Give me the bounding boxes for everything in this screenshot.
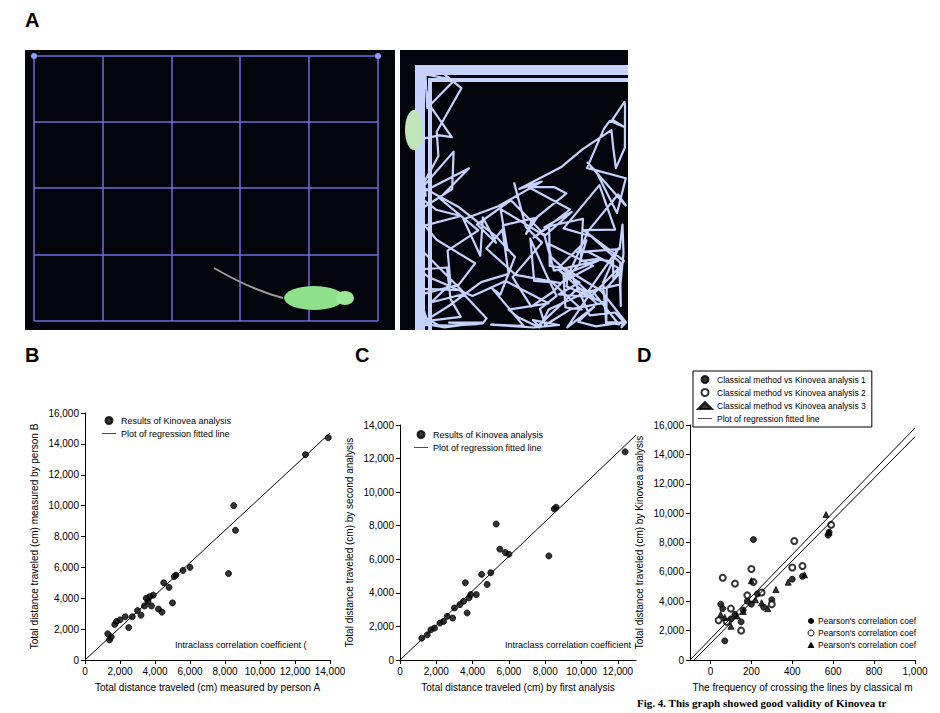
svg-text:14,000: 14,000 bbox=[363, 420, 394, 431]
svg-text:400: 400 bbox=[784, 666, 801, 677]
svg-text:D: D bbox=[637, 344, 651, 366]
svg-text:The frequency of crossing the: The frequency of crossing the lines by c… bbox=[692, 682, 912, 693]
svg-text:4,000: 4,000 bbox=[659, 596, 684, 607]
svg-text:800: 800 bbox=[866, 666, 883, 677]
svg-text:6,000: 6,000 bbox=[54, 562, 79, 573]
svg-text:10,000: 10,000 bbox=[566, 666, 597, 677]
svg-text:Classical method vs Kinovea an: Classical method vs Kinovea analysis 2 bbox=[717, 388, 866, 398]
svg-text:Total distance traveled (cm) b: Total distance traveled (cm) by first an… bbox=[421, 682, 614, 693]
svg-text:Pearson's correlation coef: Pearson's correlation coef bbox=[818, 640, 917, 650]
svg-text:10,000: 10,000 bbox=[48, 500, 79, 511]
svg-text:8,000: 8,000 bbox=[369, 520, 394, 531]
svg-text:14,000: 14,000 bbox=[315, 666, 346, 677]
svg-text:Pearson's correlation coef: Pearson's correlation coef bbox=[818, 628, 917, 638]
svg-text:0: 0 bbox=[73, 655, 79, 666]
svg-text:6,000: 6,000 bbox=[659, 566, 684, 577]
svg-text:Classical method vs Kinovea an: Classical method vs Kinovea analysis 3 bbox=[717, 401, 866, 411]
svg-text:Fig. 4. This graph showed good: Fig. 4. This graph showed good validity … bbox=[637, 697, 887, 709]
svg-text:1,000: 1,000 bbox=[902, 666, 927, 677]
svg-text:4,000: 4,000 bbox=[369, 587, 394, 598]
svg-text:Total distance traveled (cm) m: Total distance traveled (cm) measured by… bbox=[29, 423, 40, 649]
svg-text:8,000: 8,000 bbox=[533, 666, 558, 677]
svg-text:16,000: 16,000 bbox=[653, 420, 684, 431]
svg-text:6,000: 6,000 bbox=[496, 666, 521, 677]
svg-text:Total distance traveled (cm) b: Total distance traveled (cm) by Kinovea … bbox=[634, 436, 645, 649]
svg-text:14,000: 14,000 bbox=[653, 449, 684, 460]
svg-text:2,000: 2,000 bbox=[659, 625, 684, 636]
svg-text:6,000: 6,000 bbox=[369, 554, 394, 565]
svg-text:12,000: 12,000 bbox=[48, 469, 79, 480]
svg-text:2,000: 2,000 bbox=[107, 666, 132, 677]
svg-text:8,000: 8,000 bbox=[212, 666, 237, 677]
svg-text:0: 0 bbox=[82, 666, 88, 677]
svg-text:0: 0 bbox=[388, 655, 394, 666]
svg-text:C: C bbox=[355, 344, 369, 366]
svg-text:2,000: 2,000 bbox=[54, 624, 79, 635]
svg-text:12,000: 12,000 bbox=[363, 453, 394, 464]
svg-text:Pearson's correlation coef: Pearson's correlation coef bbox=[818, 616, 917, 626]
svg-text:12,000: 12,000 bbox=[603, 666, 634, 677]
svg-text:Results of Kinovea analysis: Results of Kinovea analysis bbox=[121, 416, 232, 426]
svg-text:4,000: 4,000 bbox=[460, 666, 485, 677]
svg-text:Intraclass correlation coeffic: Intraclass correlation coefficient ( bbox=[175, 640, 306, 650]
svg-text:12,000: 12,000 bbox=[280, 666, 311, 677]
svg-text:Plot of regression fitted line: Plot of regression fitted line bbox=[433, 443, 542, 453]
svg-text:8,000: 8,000 bbox=[659, 537, 684, 548]
svg-text:12,000: 12,000 bbox=[653, 478, 684, 489]
svg-text:0: 0 bbox=[708, 666, 714, 677]
svg-text:4,000: 4,000 bbox=[142, 666, 167, 677]
svg-text:2,000: 2,000 bbox=[424, 666, 449, 677]
svg-text:2,000: 2,000 bbox=[369, 621, 394, 632]
svg-text:200: 200 bbox=[743, 666, 760, 677]
svg-text:10,000: 10,000 bbox=[245, 666, 276, 677]
svg-text:Classical method vs Kinovea an: Classical method vs Kinovea analysis 1 bbox=[717, 375, 866, 385]
svg-text:600: 600 bbox=[825, 666, 842, 677]
svg-text:14,000: 14,000 bbox=[48, 438, 79, 449]
svg-text:Results of Kinovea analysis: Results of Kinovea analysis bbox=[433, 430, 544, 440]
svg-text:0: 0 bbox=[397, 666, 403, 677]
svg-text:Total distance traveled (cm) m: Total distance traveled (cm) measured by… bbox=[95, 682, 320, 693]
svg-text:B: B bbox=[25, 344, 39, 366]
svg-text:16,000: 16,000 bbox=[48, 408, 79, 419]
svg-text:6,000: 6,000 bbox=[177, 666, 202, 677]
svg-text:0: 0 bbox=[678, 655, 684, 666]
svg-text:A: A bbox=[25, 9, 39, 31]
svg-text:8,000: 8,000 bbox=[54, 531, 79, 542]
svg-text:10,000: 10,000 bbox=[363, 487, 394, 498]
svg-text:Intraclass correlation coeffic: Intraclass correlation coefficient bbox=[505, 640, 631, 650]
svg-text:4,000: 4,000 bbox=[54, 593, 79, 604]
svg-text:Plot of regression fitted line: Plot of regression fitted line bbox=[121, 429, 230, 439]
svg-text:Plot of regression fitted line: Plot of regression fitted line bbox=[717, 414, 820, 424]
svg-text:Total distance traveled (cm) b: Total distance traveled (cm) by second a… bbox=[344, 438, 355, 648]
svg-text:10,000: 10,000 bbox=[653, 508, 684, 519]
